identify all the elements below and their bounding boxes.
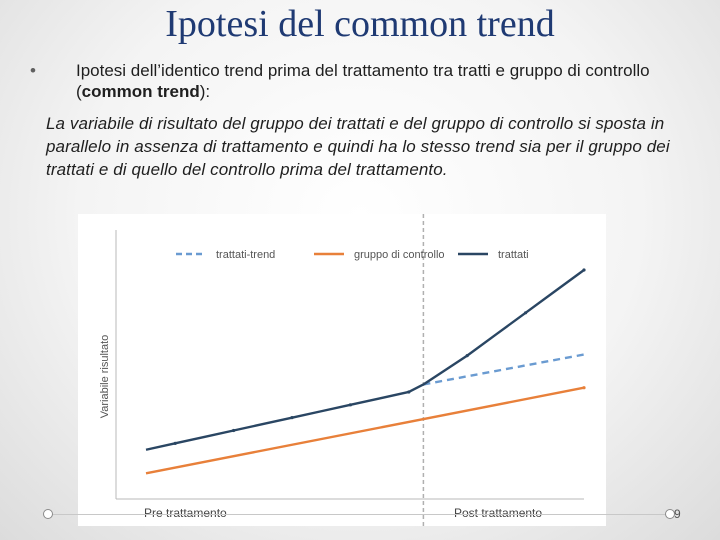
page-number: 9 <box>674 507 681 521</box>
body-paragraph: La variabile di risultato del gruppo dei… <box>46 114 670 179</box>
common-trend-chart: trattati-trend gruppo di controllo trattat… <box>99 214 586 526</box>
bullet-item: • Ipotesi dell’identico trend prima del … <box>30 60 690 102</box>
series-2-point <box>173 441 177 445</box>
series-1-point <box>582 386 586 390</box>
chart-container: trattati-trend gruppo di controllo trattat… <box>78 214 606 526</box>
series-2-point <box>524 311 528 315</box>
x-label-post: Post trattamento <box>454 506 542 520</box>
y-axis-label: Variabile risultato <box>99 335 111 419</box>
series-2-point <box>290 416 294 420</box>
series-line-1 <box>145 386 585 475</box>
legend-label-0: trattati-trend <box>216 249 275 261</box>
bullet-text-post: ): <box>199 82 211 101</box>
x-label-pre: Pre trattamento <box>144 506 227 520</box>
series-line-2 <box>145 269 585 451</box>
series-2-point <box>407 390 411 394</box>
series-2-point <box>348 403 352 407</box>
bullet-text: Ipotesi dell’identico trend prima del tr… <box>76 60 690 102</box>
series-2-point <box>465 354 469 358</box>
series-2-point <box>232 428 236 433</box>
footer-dot-left <box>43 509 53 519</box>
bullet-text-pre: Ipotesi dell’identico trend prima del tr… <box>76 61 650 101</box>
footer-dot-right <box>665 509 675 519</box>
series-line-0 <box>423 353 585 386</box>
series-2-point <box>582 268 586 272</box>
slide-title: Ipotesi del common trend <box>165 3 555 45</box>
footer-divider <box>48 514 672 515</box>
legend-label-2: trattati <box>498 249 529 261</box>
bullet-text-bold: common trend <box>81 82 200 101</box>
bullet-marker: • <box>30 61 36 80</box>
legend-label-1: gruppo di controllo <box>354 249 445 261</box>
